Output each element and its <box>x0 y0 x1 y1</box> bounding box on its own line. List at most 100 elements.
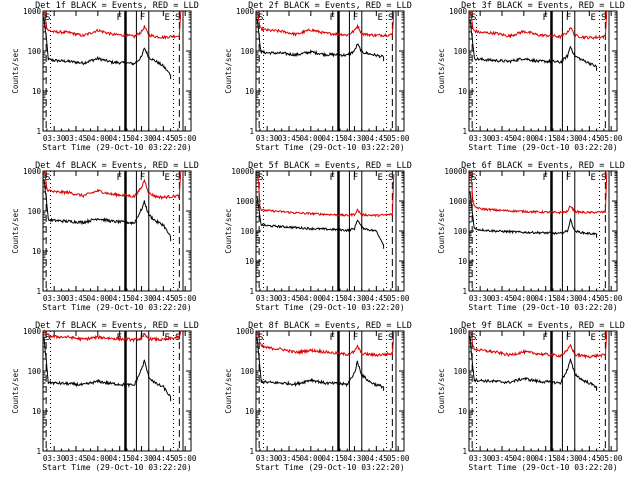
region-letter: F <box>353 13 358 23</box>
x-tick-label: 03:30 <box>469 134 492 143</box>
x-tick-label: 03:45 <box>491 294 514 303</box>
y-axis-label: Counts/sec <box>224 208 233 253</box>
region-letter: F <box>566 13 571 23</box>
x-tick-label: 03:30 <box>256 294 279 303</box>
y-tick-label: 100 <box>453 367 467 376</box>
x-tick-label: 04:00 <box>300 134 323 143</box>
x-tick-label: 04:45 <box>578 454 601 463</box>
region-letter: F <box>140 333 145 343</box>
x-axis-label: Start Time (29-Oct-10 03:22:20) <box>255 143 404 152</box>
events-series-line <box>469 335 598 391</box>
y-tick-label: 1 <box>462 287 467 296</box>
x-tick-label: 03:30 <box>256 454 279 463</box>
region-letter: F <box>566 333 571 343</box>
lld-series-line <box>256 10 395 38</box>
y-tick-label: 1000 <box>449 197 468 206</box>
lld-series-line <box>43 170 182 200</box>
y-tick-label: 1 <box>462 447 467 456</box>
x-tick-label: 05:00 <box>600 454 623 463</box>
x-tick-label: 03:30 <box>469 294 492 303</box>
x-tick-label: 04:45 <box>152 294 175 303</box>
y-tick-label: 10 <box>32 407 42 416</box>
region-letter: E <box>378 13 383 23</box>
region-letter: E <box>591 13 596 23</box>
region-letter: F <box>353 173 358 183</box>
x-tick-label: 03:30 <box>43 294 66 303</box>
x-tick-label: 05:00 <box>174 134 197 143</box>
panel-title: Det 8f BLACK = Events, RED = LLD <box>248 321 412 331</box>
region-letter: S <box>258 173 263 183</box>
x-tick-label: 05:00 <box>174 294 197 303</box>
region-letter: F <box>329 333 334 343</box>
region-letter: F <box>329 13 334 23</box>
region-letter: F <box>140 173 145 183</box>
x-tick-label: 04:30 <box>343 454 366 463</box>
detector-panel: Det 7f BLACK = Events, RED = LLD 1 10 100 10… <box>11 321 199 472</box>
detector-panel: Det 1f BLACK = Events, RED = LLD 1 10 100 10… <box>11 1 199 152</box>
detector-panel: Det 3f BLACK = Events, RED = LLD 1 10 100 10… <box>437 1 625 152</box>
region-letter: F <box>353 333 358 343</box>
y-tick-label: 1000 <box>449 327 468 336</box>
y-tick-label: 10 <box>245 87 255 96</box>
y-tick-label: 1000 <box>236 327 255 336</box>
y-tick-label: 100 <box>453 227 467 236</box>
x-tick-label: 03:30 <box>469 454 492 463</box>
x-tick-label: 04:00 <box>513 294 536 303</box>
lld-series-line <box>469 10 608 40</box>
events-series-line <box>256 195 385 249</box>
region-letter: S <box>601 333 606 343</box>
x-axis-label: Start Time (29-Oct-10 03:22:20) <box>468 143 617 152</box>
x-tick-label: 05:00 <box>174 454 197 463</box>
plot-frame <box>468 10 618 132</box>
x-tick-label: 04:00 <box>300 454 323 463</box>
y-tick-label: 1000 <box>449 7 468 16</box>
x-tick-label: 04:30 <box>343 134 366 143</box>
y-tick-label: 10 <box>458 407 468 416</box>
x-tick-label: 04:15 <box>321 134 344 143</box>
detector-panel: Det 9f BLACK = Events, RED = LLD 1 10 100 10… <box>437 321 625 472</box>
x-tick-label: 04:15 <box>321 454 344 463</box>
y-axis-label: Counts/sec <box>437 208 446 253</box>
region-letter: S <box>471 13 476 23</box>
y-tick-label: 1 <box>462 127 467 136</box>
x-tick-label: 03:30 <box>256 134 279 143</box>
x-tick-label: 03:45 <box>278 454 301 463</box>
panel-title: Det 1f BLACK = Events, RED = LLD <box>35 1 199 11</box>
x-tick-label: 04:00 <box>513 134 536 143</box>
region-letter: F <box>116 173 121 183</box>
x-axis-label: Start Time (29-Oct-10 03:22:20) <box>42 463 191 472</box>
region-letter: F <box>566 173 571 183</box>
y-axis-label: Counts/sec <box>437 368 446 413</box>
y-tick-label: 1 <box>249 287 254 296</box>
x-tick-label: 04:15 <box>534 454 557 463</box>
x-tick-label: 03:45 <box>65 134 88 143</box>
x-tick-label: 04:30 <box>343 294 366 303</box>
x-tick-label: 04:00 <box>87 294 110 303</box>
plot-frame <box>42 170 192 292</box>
region-letter: S <box>258 13 263 23</box>
x-tick-label: 04:15 <box>321 294 344 303</box>
y-tick-label: 10000 <box>231 167 254 176</box>
lld-series-line <box>256 330 395 358</box>
plot-frame <box>255 170 405 292</box>
region-letter: S <box>601 13 606 23</box>
region-letter: F <box>542 173 547 183</box>
y-tick-label: 1 <box>36 287 41 296</box>
y-tick-label: 100 <box>240 367 254 376</box>
x-tick-label: 05:00 <box>387 454 410 463</box>
events-series-line <box>256 337 385 391</box>
region-letter: S <box>175 173 180 183</box>
y-axis-label: Counts/sec <box>224 368 233 413</box>
x-axis-label: Start Time (29-Oct-10 03:22:20) <box>42 303 191 312</box>
region-letter: S <box>45 173 50 183</box>
y-axis-label: Counts/sec <box>437 48 446 93</box>
events-series-line <box>43 17 172 80</box>
x-tick-label: 04:45 <box>365 454 388 463</box>
x-tick-label: 03:45 <box>65 454 88 463</box>
y-tick-label: 100 <box>453 47 467 56</box>
region-letter: F <box>140 13 145 23</box>
x-tick-label: 04:00 <box>87 134 110 143</box>
x-tick-label: 05:00 <box>387 134 410 143</box>
region-letter: S <box>471 333 476 343</box>
x-axis-label: Start Time (29-Oct-10 03:22:20) <box>468 303 617 312</box>
